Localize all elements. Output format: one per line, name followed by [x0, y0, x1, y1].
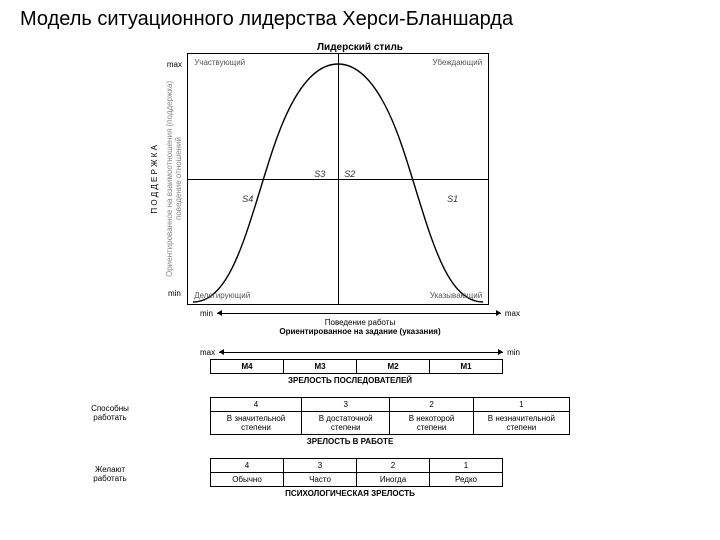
table1-side: Способны работать	[80, 405, 140, 423]
s3-label: S3	[314, 169, 325, 179]
maturity-right: min	[507, 348, 520, 357]
quadrant-br: Указывающий	[430, 291, 482, 300]
table2-block: Желают работать 4 3 2 1 Обычно Часто Ино…	[150, 458, 570, 498]
quadrant-bl: Делегирующий	[194, 291, 250, 300]
t2n3: 1	[430, 459, 503, 473]
y-axis-inner-label: Ориентированное на взаимоотношения (подд…	[166, 69, 184, 289]
s1-label: S1	[447, 194, 458, 204]
t2t2: Иногда	[357, 473, 430, 487]
chart-row: П О Д Д Е Р Ж К А max Ориентированное на…	[150, 53, 570, 305]
t1t0: В значительной степени	[211, 412, 302, 435]
quadrant-tr: Убеждающий	[432, 58, 482, 67]
y-max: max	[167, 60, 182, 69]
t1n2: 2	[390, 398, 473, 412]
x-arrow	[217, 313, 501, 314]
m4: М4	[211, 360, 284, 374]
diagram-container: Лидерский стиль П О Д Д Е Р Ж К А max Ор…	[150, 42, 570, 498]
table1-caption: ЗРЕЛОСТЬ В РАБОТЕ	[210, 437, 490, 446]
t1t3: В незначительной степени	[473, 412, 569, 435]
s4-label: S4	[242, 194, 253, 204]
t2t0: Обычно	[211, 473, 284, 487]
t2t1: Часто	[284, 473, 357, 487]
x-min: min	[200, 309, 213, 318]
x-max: max	[505, 309, 520, 318]
maturity-header: ЗРЕЛОСТЬ ПОСЛЕДОВАТЕЛЕЙ	[210, 376, 490, 385]
t2n1: 3	[284, 459, 357, 473]
table1: 4 3 2 1 В значительной степени В достато…	[210, 397, 570, 435]
t1n0: 4	[211, 398, 302, 412]
t1t2: В некоторой степени	[390, 412, 473, 435]
table2-side: Желают работать	[80, 466, 140, 484]
x-axis-arrow-row: min max	[200, 309, 520, 318]
page-title: Модель ситуационного лидерства Херси-Бла…	[20, 8, 513, 31]
t2t3: Редко	[430, 473, 503, 487]
table2: 4 3 2 1 Обычно Часто Иногда Редко	[210, 458, 503, 487]
top-label: Лидерский стиль	[150, 42, 570, 53]
maturity-arrow	[219, 352, 503, 353]
plot-area: Участвующий Убеждающий Делегирующий Указ…	[187, 53, 489, 305]
t2n2: 2	[357, 459, 430, 473]
table1-block: Способны работать 4 3 2 1 В значительной…	[150, 397, 570, 446]
t1t1: В достаточной степени	[302, 412, 390, 435]
y-axis-outer: П О Д Д Е Р Ж К А	[150, 145, 160, 214]
m1: М1	[430, 360, 503, 374]
bell-curve	[188, 54, 488, 304]
curve-path	[193, 64, 483, 302]
t1n3: 1	[473, 398, 569, 412]
y-axis-outer-label: П О Д Д Е Р Ж К А	[150, 145, 160, 214]
t1n1: 3	[302, 398, 390, 412]
table2-caption: ПСИХОЛОГИЧЕСКАЯ ЗРЕЛОСТЬ	[210, 489, 490, 498]
s2-label: S2	[344, 169, 355, 179]
t2n0: 4	[211, 459, 284, 473]
y-axis-inner: max Ориентированное на взаимоотношения (…	[166, 60, 184, 298]
maturity-left: max	[200, 348, 215, 357]
m3: М3	[284, 360, 357, 374]
y-min: min	[168, 289, 181, 298]
m2: М2	[357, 360, 430, 374]
x-axis-label1: Поведение работы	[200, 318, 520, 327]
maturity-header-table: М4 М3 М2 М1	[210, 359, 503, 374]
maturity-arrow-row: max min	[200, 348, 520, 357]
quadrant-tl: Участвующий	[194, 58, 245, 67]
maturity-block: max min М4 М3 М2 М1 ЗРЕЛОСТЬ ПОСЛЕДОВАТЕ…	[150, 348, 570, 385]
x-axis-label2: Ориентированное на задание (указания)	[200, 327, 520, 336]
